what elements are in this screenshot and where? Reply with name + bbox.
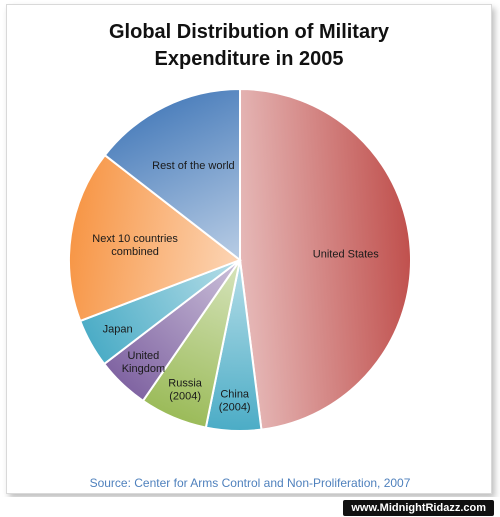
watermark: www.MidnightRidazz.com (343, 500, 494, 516)
chart-title-line-1: Global Distribution of Military (109, 21, 389, 43)
pie-slice-5 (68, 153, 243, 323)
pie-slice-label-3: United Kingdom (122, 350, 165, 375)
pie-slice-label-2: Russia (2004) (168, 378, 203, 403)
pie-slice-0 (239, 87, 413, 431)
chart-source: Source: Center for Arms Control and Non-… (89, 476, 411, 490)
chart-title: Global Distribution of Military Expendit… (7, 19, 491, 73)
pie-slice-label-0: United States (313, 248, 380, 260)
pie-slice-6 (103, 87, 241, 263)
chart-title-line-2: Expenditure in 2005 (154, 48, 344, 70)
pie-slice-label-6: Rest of the world (152, 160, 235, 172)
pie-slice-label-5: Next 10 countries combined (92, 233, 178, 258)
pie-slice-label-1: China (2004) (219, 389, 251, 414)
pie-slice-label-4: Japan (103, 323, 133, 335)
